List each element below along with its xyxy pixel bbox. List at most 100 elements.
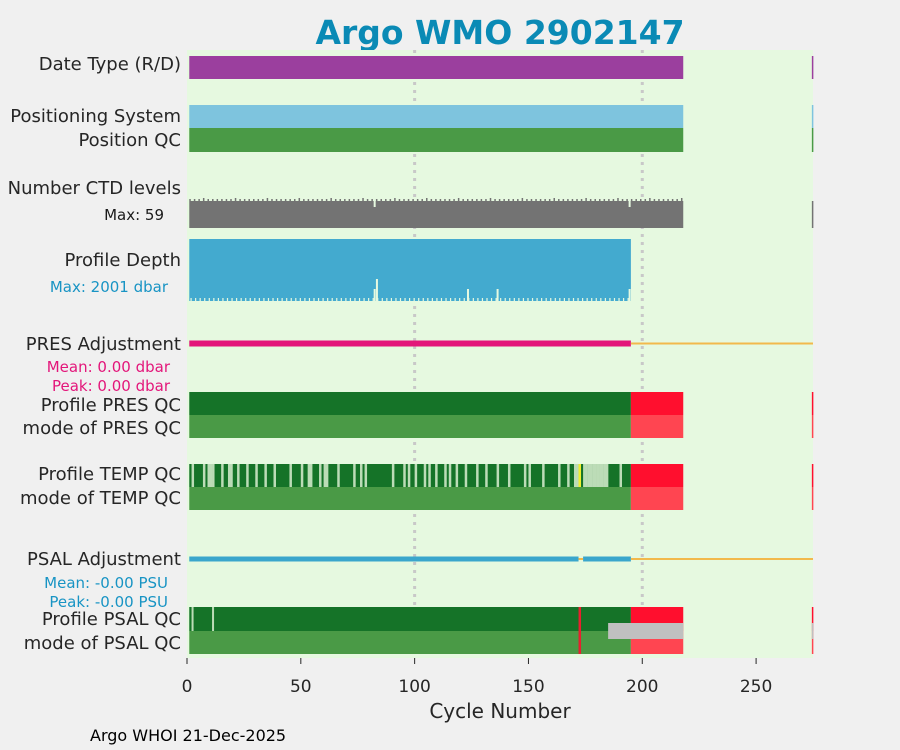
depth-notch-83 — [375, 279, 378, 301]
x-tick-label-150: 150 — [512, 677, 544, 697]
depth-dash-185 — [609, 298, 611, 301]
depth-dash-93 — [399, 298, 402, 301]
ctd-tick-115 — [448, 199, 451, 201]
temp-qc-light-76 — [360, 464, 363, 487]
label-ctd_levels: Number CTD levels — [8, 178, 181, 199]
temp-qc-light-113 — [444, 464, 447, 487]
psal-qc-light-11 — [212, 607, 215, 631]
ctd-tick-151 — [530, 199, 533, 201]
temp-qc-light-66 — [337, 464, 340, 487]
depth-dash-21 — [236, 298, 238, 301]
label-mode_psal_qc: mode of PSAL QC — [24, 633, 181, 654]
temp-qc-light-90 — [391, 464, 395, 487]
temp-qc-light-61 — [325, 464, 329, 487]
depth-dash-141 — [509, 298, 511, 301]
ctd-tick-49 — [298, 198, 301, 201]
depth-dash-171 — [577, 298, 579, 301]
temp-qc-light-184 — [605, 464, 609, 487]
depth-notch-136 — [496, 289, 499, 301]
temp-qc-light-26 — [246, 464, 249, 487]
ctd-tick-7 — [202, 198, 205, 201]
depth-dash-139 — [504, 298, 506, 301]
depth-dash-63 — [331, 298, 333, 301]
ctd-tick-29 — [253, 199, 255, 201]
ctd-tick-187 — [612, 199, 615, 201]
temp-qc-light-22 — [237, 464, 240, 487]
depth-dash-53 — [308, 298, 311, 301]
depth-dash-107 — [431, 298, 433, 301]
depth-dash-25 — [245, 298, 247, 301]
temp-qc-light-11 — [212, 464, 215, 487]
ctd-tick-207 — [658, 199, 660, 201]
profile_depth-segment-0 — [189, 239, 631, 301]
depth-dash-91 — [395, 298, 397, 301]
ctd-tick-97 — [407, 199, 410, 201]
label-position_qc: Position QC — [78, 130, 181, 151]
ctd-tick-149 — [526, 199, 528, 201]
ctd-tick-107 — [430, 199, 433, 201]
depth-dash-133 — [490, 298, 493, 301]
date_type-segment-1 — [811, 56, 814, 79]
depth-dash-13 — [217, 298, 219, 301]
temp-qc-light-60 — [323, 464, 327, 487]
x-tick-label-0: 0 — [182, 677, 193, 697]
label-profile_temp_qc: Profile TEMP QC — [38, 464, 181, 485]
ctd-tick-39 — [275, 199, 278, 201]
ctd-tick-133 — [489, 198, 492, 201]
temp-qc-light-115 — [448, 464, 452, 487]
depth-dash-65 — [336, 298, 338, 301]
ctd-tick-35 — [266, 198, 269, 201]
depth-dash-119 — [459, 298, 461, 301]
ctd-tick-147 — [521, 198, 524, 201]
depth-dash-111 — [440, 298, 443, 301]
temp-qc-light-58 — [319, 464, 322, 487]
depth-dash-97 — [409, 298, 411, 301]
ctd-tick-87 — [385, 199, 387, 201]
temp-qc-light-50 — [300, 464, 304, 487]
psal-peak-label: Peak: -0.00 PSU — [49, 593, 168, 611]
ctd-tick-197 — [635, 199, 637, 201]
label-positioning_system: Positioning System — [10, 106, 181, 127]
mode_temp_qc-segment-1 — [630, 487, 684, 510]
profile_temp_qc-segment-2 — [811, 464, 814, 487]
temp-qc-light-30 — [255, 464, 258, 487]
depth-dash-165 — [563, 298, 565, 301]
ctd-tick-191 — [621, 199, 624, 201]
ctd-tick-163 — [558, 199, 560, 201]
temp-qc-yellow — [578, 464, 582, 487]
ctd-tick-53 — [307, 199, 310, 201]
chart-title: Argo WMO 2902147 — [315, 13, 684, 52]
depth-dash-41 — [281, 298, 283, 301]
temp-qc-light-175 — [585, 464, 588, 487]
depth-dash-179 — [595, 298, 597, 301]
ctd-tick-101 — [416, 199, 419, 201]
ctd-tick-165 — [562, 199, 565, 201]
depth-dash-113 — [445, 298, 447, 301]
ctd-tick-95 — [403, 199, 405, 201]
depth-dash-127 — [477, 298, 479, 301]
ctd-tick-17 — [225, 199, 228, 201]
temp-qc-light-190 — [619, 464, 623, 487]
label-pres_adjustment: PRES Adjustment — [26, 334, 181, 355]
depth-notch-123 — [466, 289, 469, 301]
temp-qc-light-2 — [191, 464, 195, 487]
temp-qc-light-73 — [353, 464, 356, 487]
depth-dash-145 — [518, 298, 520, 301]
ctd-tick-125 — [471, 199, 474, 201]
depth-dash-125 — [472, 298, 474, 301]
ctd-tick-1 — [189, 199, 191, 201]
ctd_levels-segment-0 — [189, 201, 684, 228]
depth-dash-167 — [568, 298, 570, 301]
ctd-tick-185 — [608, 199, 610, 201]
ctd-tick-177 — [589, 199, 592, 201]
label-psal_adjustment: PSAL Adjustment — [27, 549, 181, 570]
ctd-tick-201 — [644, 199, 647, 201]
temp-qc-light-118 — [455, 464, 459, 487]
temp-qc-light-19 — [230, 464, 233, 487]
ctd-tick-57 — [316, 199, 319, 201]
temp-qc-light-7 — [202, 464, 206, 487]
depth-dash-55 — [313, 298, 315, 301]
ctd-tick-21 — [234, 198, 237, 201]
ctd-tick-195 — [630, 199, 633, 201]
x-tick-label-250: 250 — [740, 677, 772, 697]
